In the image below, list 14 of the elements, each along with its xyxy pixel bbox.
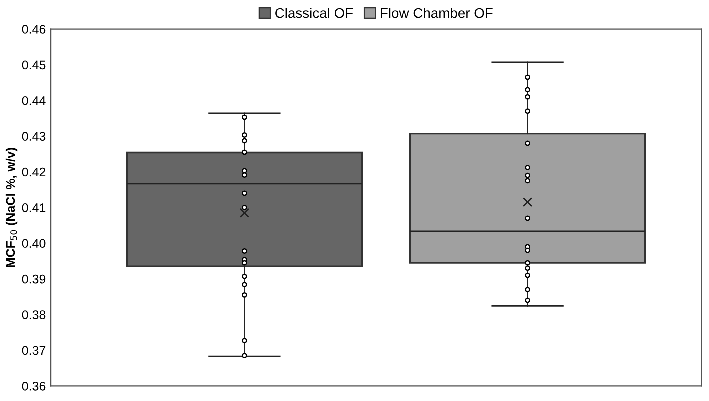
y-axis-title: MCF$_{50}$ (NaCl %, w/v): [6, 148, 18, 268]
y-tick-label: 0.38: [22, 310, 46, 320]
y-tick-label: 0.41: [22, 204, 46, 212]
y-tick-label: 0.45: [22, 60, 46, 70]
y-tick-label: 0.36: [22, 382, 46, 391]
legend-label: Classical OF: [276, 8, 354, 18]
y-tick-label: 0.44: [22, 96, 46, 106]
y-tick-label: 0.43: [22, 132, 46, 141]
y-tick-label: 0.46: [22, 25, 46, 34]
y-tick-label: 0.42: [22, 168, 46, 177]
y-tick-label: 0.40: [22, 239, 46, 248]
legend-label: Flow Chamber OF: [381, 8, 493, 18]
y-tick-label: 0.39: [22, 274, 46, 284]
y-tick-label: 0.37: [22, 346, 46, 356]
